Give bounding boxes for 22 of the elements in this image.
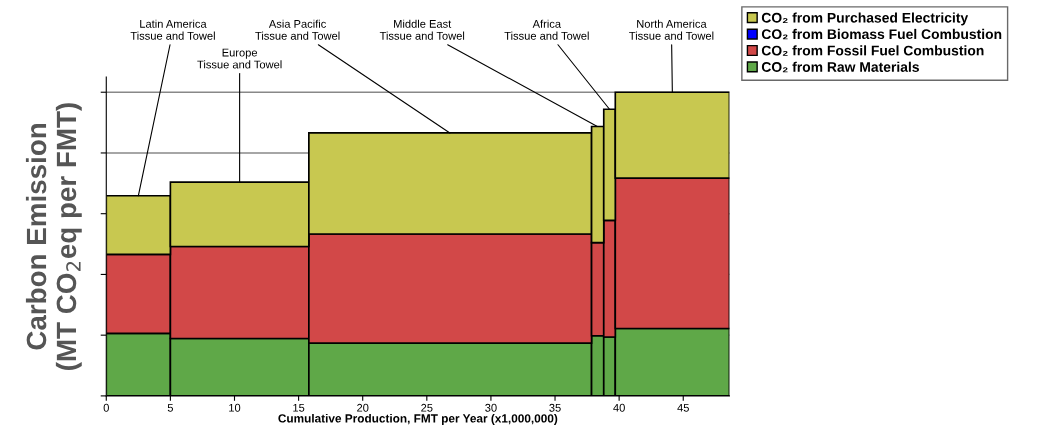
legend-label: CO₂ from Biomass Fuel Combustion: [761, 28, 1002, 40]
y-axis-title: Carbon Emission (MT CO$_{2}$eq per FMT): [25, 103, 82, 370]
x-tick-label: 25: [421, 403, 433, 412]
annotation: Latin America Tissue and Towel: [130, 19, 215, 40]
x-axis-title: Cumulative Production, FMT per Year (x1,000,000): [278, 413, 558, 425]
legend-label: CO₂ from Fossil Fuel Combustion: [761, 45, 984, 56]
legend-label: CO₂ from Purchased Electricity: [761, 12, 969, 26]
x-tick-label: 20: [357, 403, 369, 412]
x-tick-label: 40: [613, 403, 625, 412]
x-tick-label: 30: [485, 403, 497, 412]
annotation: Middle East Tissue and Towel: [379, 19, 465, 40]
x-tick-label: 0: [103, 403, 109, 412]
x-tick-label: 45: [677, 403, 689, 412]
x-tick-label: 35: [549, 403, 561, 412]
x-tick-label: 15: [293, 403, 305, 412]
x-tick-label: 5: [167, 403, 174, 412]
legend-label: CO₂ from Raw Materials: [761, 61, 919, 73]
x-tick-label: 10: [229, 403, 241, 412]
annotation: Africa Tissue and Towel: [504, 19, 589, 40]
annotation: North America Tissue and Towel: [629, 19, 714, 40]
annotation: Europe Tissue and Towel: [197, 48, 282, 69]
annotation: Asia Pacific Tissue and Towel: [255, 19, 340, 40]
